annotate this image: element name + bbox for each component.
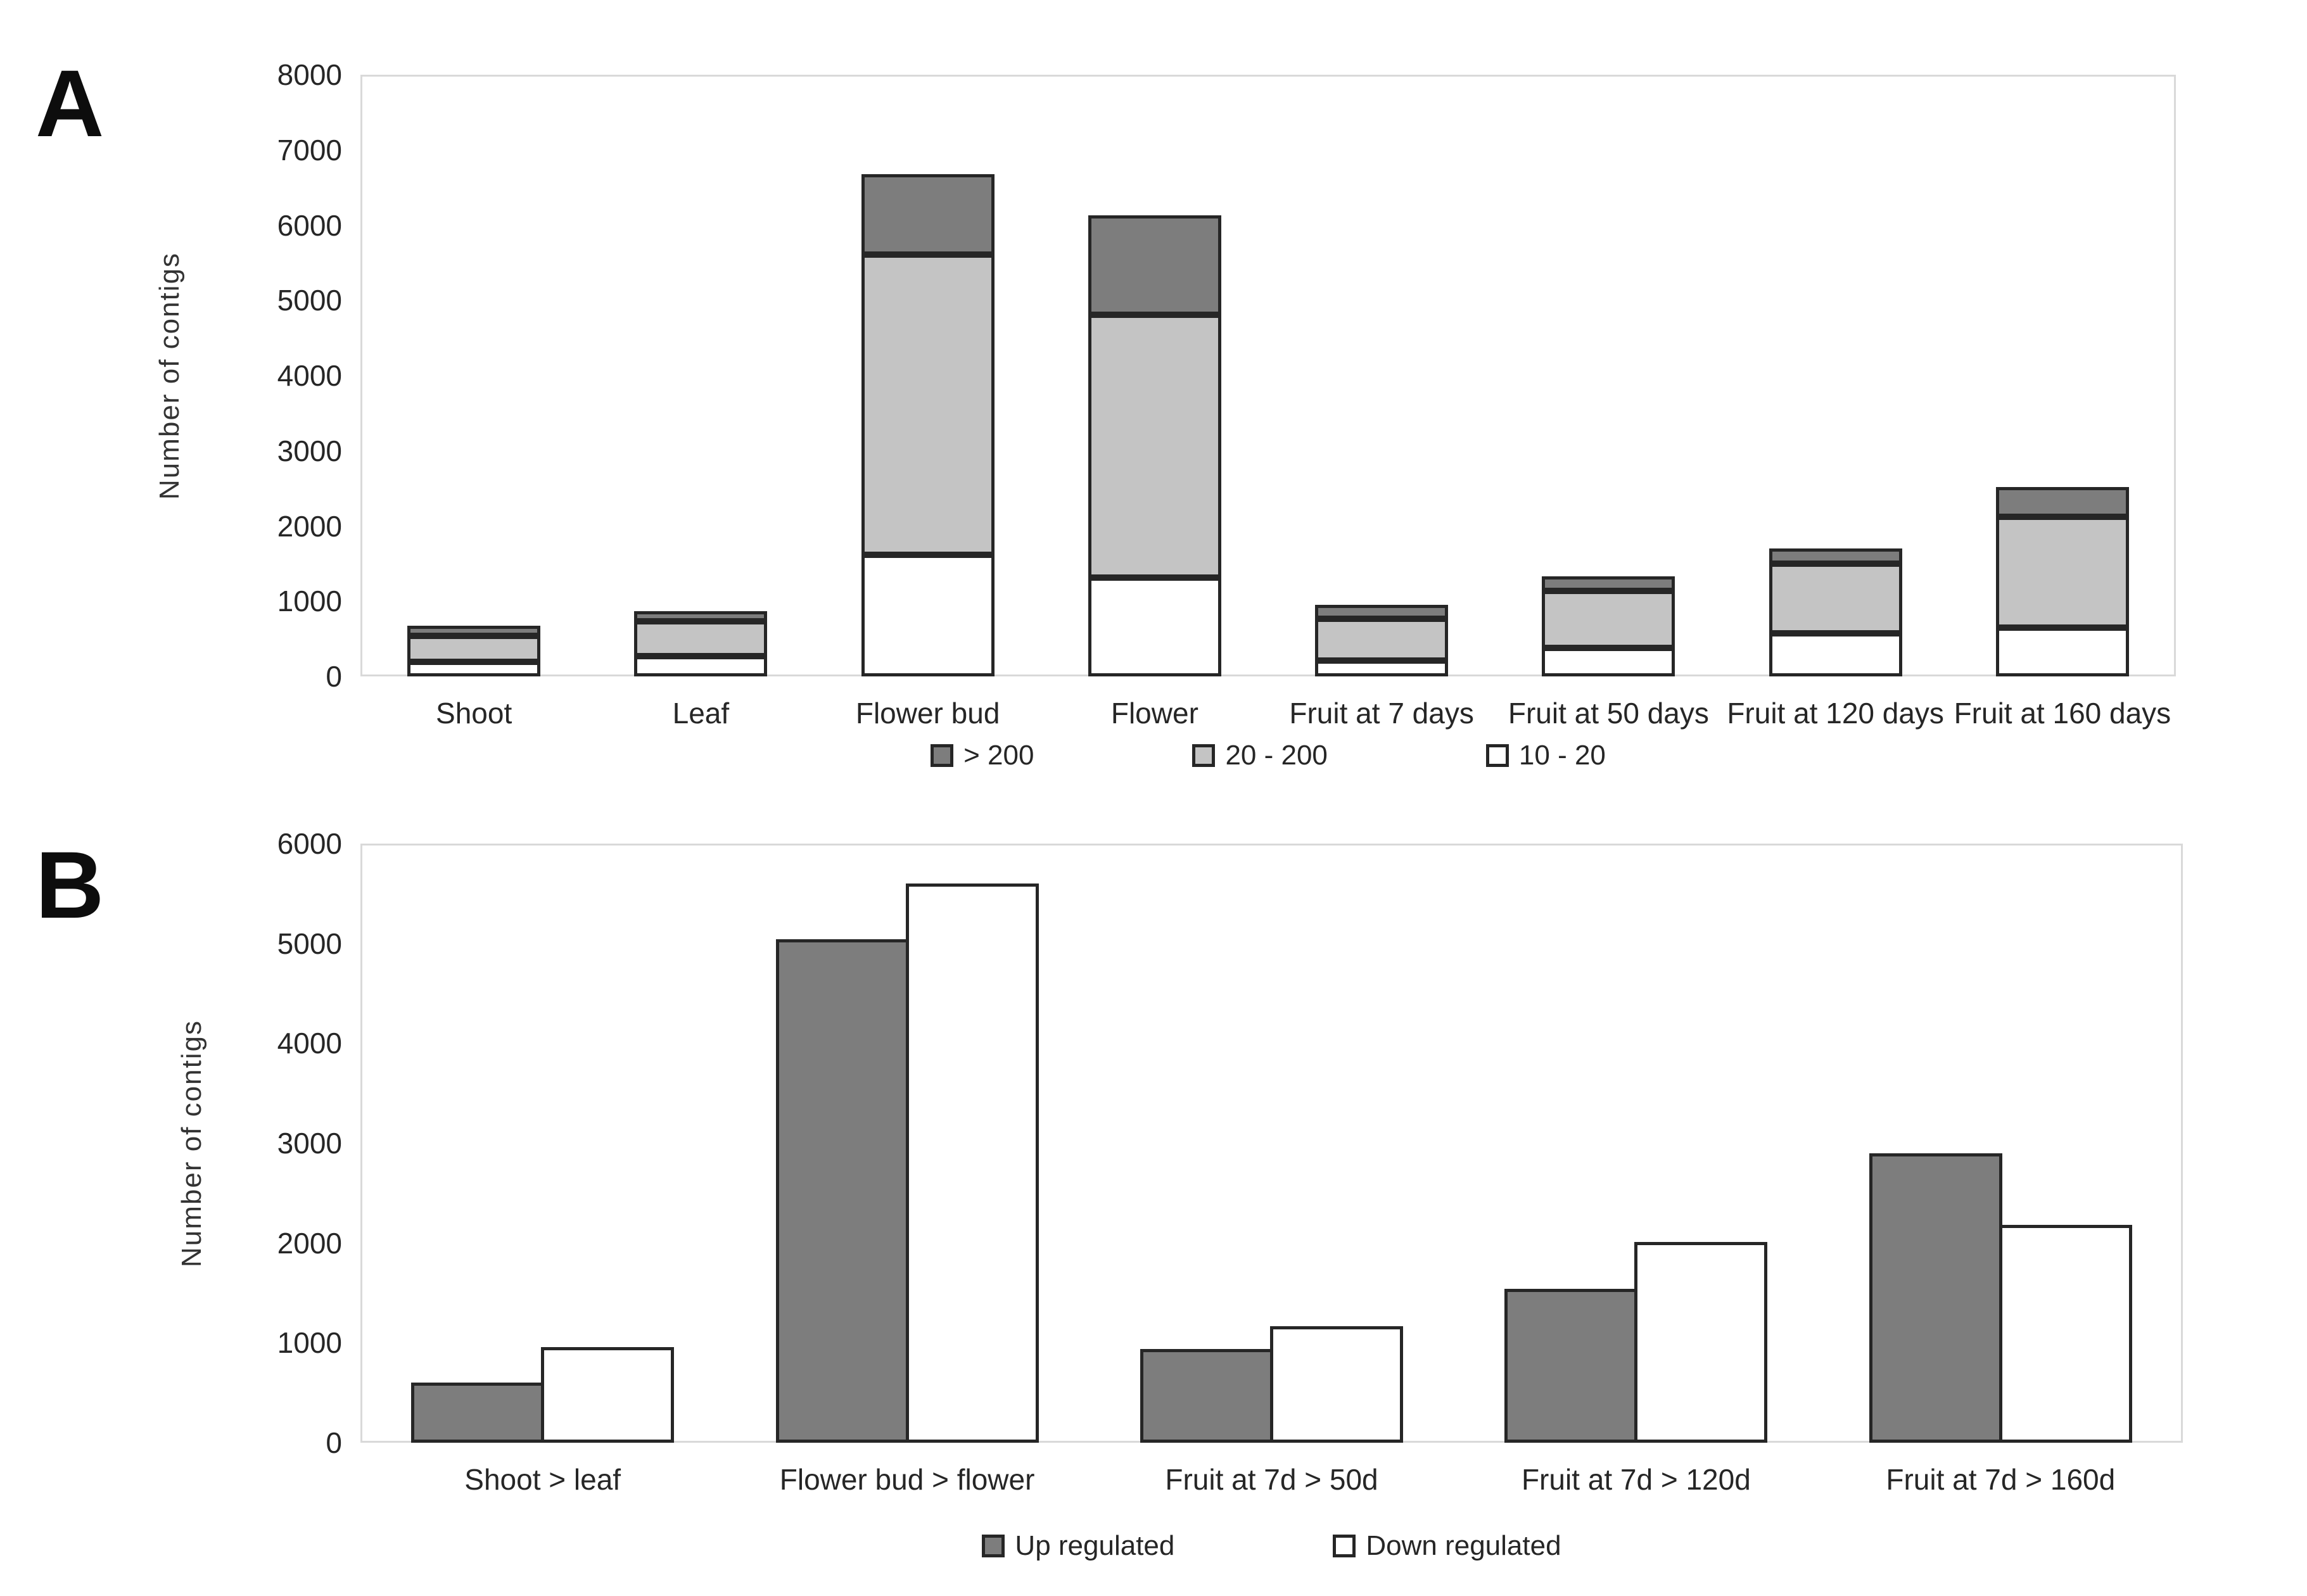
category-label: Fruit at 160 days (1954, 697, 2171, 730)
bar-segment (1088, 578, 1221, 676)
panel-a-letter: A (35, 50, 105, 156)
category-label: Flower bud (855, 697, 1000, 730)
y-tick-label: 6000 (277, 208, 342, 242)
bar-segment (1088, 215, 1221, 315)
bar-segment (775, 939, 909, 1443)
bar-segment (1504, 1289, 1638, 1443)
bar-segment (1542, 647, 1675, 676)
legend-label: Up regulated (1015, 1530, 1175, 1561)
category-label: Fruit at 50 days (1508, 697, 1709, 730)
y-tick-label: 0 (326, 1426, 342, 1459)
legend-swatch-icon (931, 744, 954, 767)
y-tick-label: 4000 (277, 1027, 342, 1060)
bar-segment (1769, 548, 1902, 564)
category-label: Fruit at 7 days (1289, 697, 1474, 730)
bar-segment (634, 611, 768, 622)
category-label: Fruit at 120 days (1727, 697, 1944, 730)
bar-segment (905, 884, 1039, 1443)
bar-segment (1999, 1225, 2132, 1443)
bar-segment (634, 621, 768, 656)
y-tick-label: 5000 (277, 284, 342, 317)
category-label: Shoot (436, 697, 512, 730)
bar-segment (1315, 618, 1449, 661)
bar-segment (1542, 576, 1675, 591)
legend-item: 10 - 20 (1485, 740, 1606, 771)
y-tick-label: 5000 (277, 927, 342, 960)
bar-segment (1140, 1348, 1273, 1443)
y-tick-label: 1000 (277, 1326, 342, 1360)
bar-segment (1315, 661, 1449, 676)
bar-segment (634, 656, 768, 676)
category-label: Shoot > leaf (464, 1463, 621, 1496)
bar-segment (1769, 633, 1902, 676)
legend-label: Down regulated (1366, 1530, 1561, 1561)
y-tick-label: 6000 (277, 827, 342, 860)
bar-segment (1270, 1326, 1403, 1443)
bar-segment (1315, 605, 1449, 619)
bar-segment (541, 1346, 675, 1443)
y-tick-label: 4000 (277, 359, 342, 392)
bar-segment (407, 626, 541, 636)
panel-b-letter: B (35, 832, 105, 938)
y-tick-label: 8000 (277, 58, 342, 91)
y-tick-label: 1000 (277, 585, 342, 618)
legend-item: 20 - 200 (1192, 740, 1328, 771)
bar-segment (407, 635, 541, 662)
category-label: Fruit at 7d > 50d (1165, 1463, 1378, 1496)
legend-swatch-icon (1485, 744, 1509, 767)
bar-segment (1995, 486, 2129, 517)
bar-segment (861, 554, 995, 676)
legend-item: Down regulated (1333, 1530, 1561, 1562)
bar-segment (861, 174, 995, 255)
bar-segment (1542, 590, 1675, 648)
chart-legend: > 200 20 - 200 10 - 20 (360, 740, 2176, 771)
legend-label: 20 - 200 (1225, 740, 1328, 771)
category-label: Flower (1110, 697, 1198, 730)
y-tick-label: 2000 (277, 509, 342, 543)
legend-item: Up regulated (982, 1530, 1174, 1562)
bar-segment (1769, 563, 1902, 634)
category-label: Leaf (672, 697, 730, 730)
legend-swatch-icon (982, 1535, 1005, 1557)
bar-segment (1088, 314, 1221, 578)
legend-swatch-icon (1192, 744, 1216, 767)
category-label: Flower bud > flower (779, 1463, 1035, 1496)
y-tick-label: 0 (326, 660, 342, 693)
legend-label: > 200 (963, 740, 1034, 771)
bar-segment (1869, 1153, 2002, 1443)
bar-segment (861, 254, 995, 555)
legend-swatch-icon (1333, 1535, 1356, 1557)
y-tick-label: 7000 (277, 133, 342, 167)
legend-label: 10 - 20 (1518, 740, 1606, 771)
chart-legend: Up regulated Down regulated (360, 1530, 2183, 1562)
category-label: Fruit at 7d > 120d (1521, 1463, 1751, 1496)
y-tick-label: 3000 (277, 434, 342, 467)
y-tick-label: 2000 (277, 1226, 342, 1260)
category-label: Fruit at 7d > 160d (1886, 1463, 2116, 1496)
bar-segment (1995, 517, 2129, 628)
legend-item: > 200 (931, 740, 1034, 771)
bar-segment (411, 1383, 545, 1443)
bar-segment (1634, 1242, 1768, 1443)
bar-segment (407, 662, 541, 676)
bar-segment (1995, 627, 2129, 676)
y-tick-label: 3000 (277, 1127, 342, 1160)
